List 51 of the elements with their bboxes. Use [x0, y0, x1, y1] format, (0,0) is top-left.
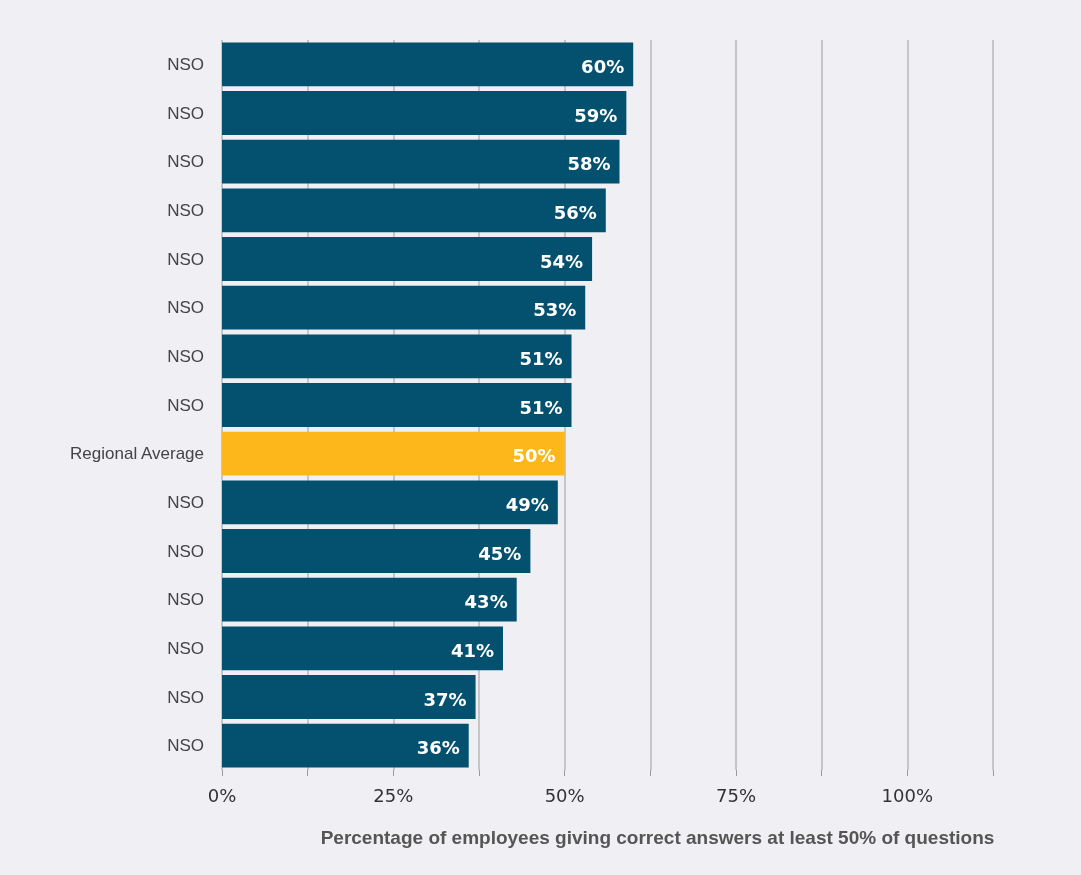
y-tick-label: NSO: [167, 54, 204, 74]
data-label: 45%: [478, 542, 522, 564]
data-label: 41%: [450, 639, 494, 661]
data-label: 49%: [505, 493, 549, 515]
y-tick-label: NSO: [167, 541, 204, 561]
y-tick-label: NSO: [167, 687, 204, 707]
y-tick-label: NSO: [167, 103, 204, 123]
bar: [222, 383, 572, 427]
y-tick-label: NSO: [167, 200, 204, 220]
y-tick-label: NSO: [167, 346, 204, 366]
y-tick-label: Regional Average: [70, 444, 204, 464]
bar: [222, 188, 606, 233]
bar: [222, 577, 517, 622]
bar: [222, 431, 565, 476]
bar: [222, 42, 634, 87]
bar: [222, 139, 620, 184]
bar: [222, 334, 572, 379]
y-tick-label: NSO: [167, 492, 204, 512]
y-tick-label: NSO: [167, 638, 204, 658]
bar: [222, 675, 476, 719]
data-label: 58%: [567, 153, 611, 175]
data-label: 50%: [512, 445, 556, 467]
bar: [222, 285, 586, 330]
data-label: 36%: [416, 737, 460, 759]
y-tick-label: NSO: [167, 152, 204, 172]
data-label: 51%: [519, 396, 563, 418]
bar: [222, 237, 593, 281]
y-tick-label: NSO: [167, 395, 204, 415]
data-label: 37%: [423, 688, 467, 710]
bar: [222, 626, 503, 671]
data-label: 60%: [581, 55, 625, 77]
y-tick-label: NSO: [167, 590, 204, 610]
data-label: 59%: [574, 104, 618, 126]
bar: [222, 91, 627, 135]
data-label: 53%: [533, 299, 577, 321]
x-tick-label: 100%: [881, 784, 934, 806]
x-tick-label: 25%: [373, 784, 414, 806]
bar: [222, 480, 558, 525]
data-label: 54%: [539, 250, 584, 272]
bar: [222, 529, 531, 573]
y-tick-label: NSO: [167, 249, 204, 269]
x-tick-label: 75%: [715, 784, 757, 806]
y-tick-label: NSO: [167, 736, 204, 756]
x-tick-label: 50%: [544, 784, 585, 806]
data-label: 43%: [464, 591, 508, 613]
y-tick-label: NSO: [167, 298, 204, 318]
x-tick-label: 0%: [207, 784, 237, 806]
x-axis-title: Percentage of employees giving correct answers at least 50% of questions: [320, 827, 995, 848]
bar: [222, 723, 469, 768]
data-label: 56%: [553, 201, 597, 223]
data-label: 51%: [519, 347, 563, 369]
